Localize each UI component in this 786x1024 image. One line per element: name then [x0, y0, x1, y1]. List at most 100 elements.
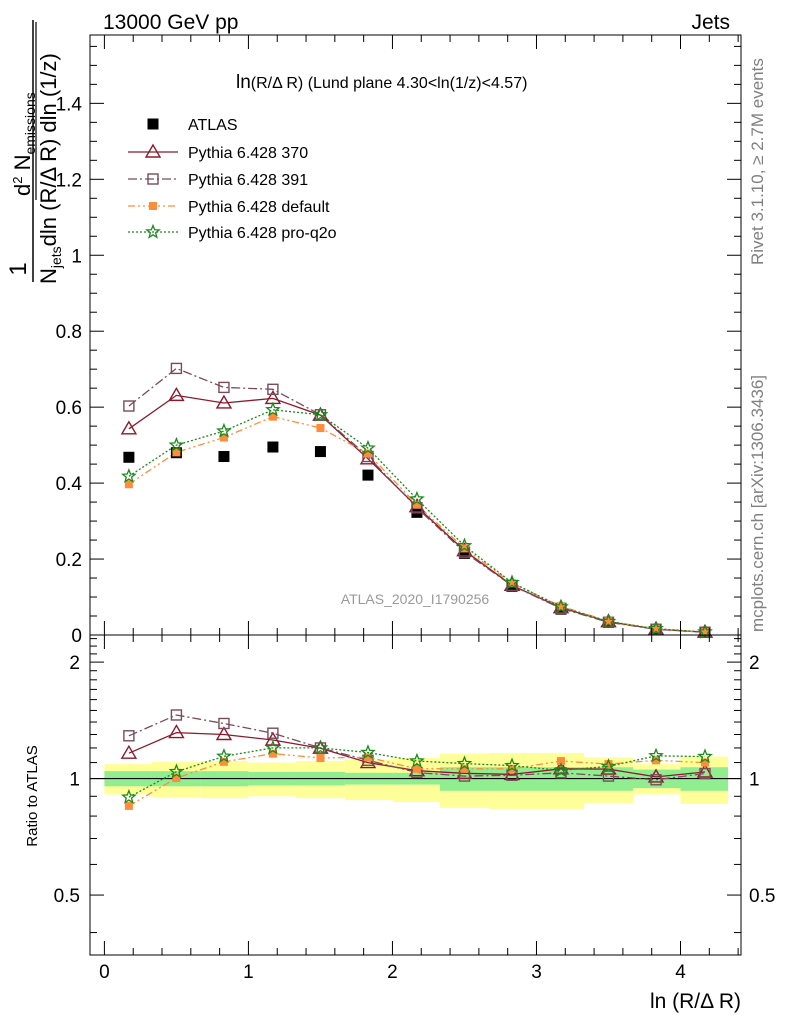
- xtick-label-3: 3: [531, 962, 542, 983]
- point-p391-1: [170, 362, 183, 375]
- ratio-point-pdef-10: [604, 760, 613, 769]
- ratio-point-pdef-11: [652, 756, 661, 765]
- point-pq2o-8: [504, 574, 520, 590]
- legend-marker-p370: [144, 143, 162, 158]
- ylabel-den-mid: dln (R/Δ R) dln (1/z): [36, 53, 61, 246]
- main-ytick-label-3: 0.6: [56, 398, 82, 419]
- ylabel-one: 1: [5, 262, 32, 275]
- point-atlas-7: [458, 547, 470, 559]
- xtick-label-4: 4: [675, 962, 686, 983]
- point-p391-0: [123, 400, 135, 412]
- legend-label-pdef: Pythia 6.428 default: [188, 199, 330, 216]
- legend-marker-atlas: [147, 118, 159, 130]
- ratio-point-pq2o-8: [504, 757, 520, 773]
- point-pq2o-6: [409, 490, 425, 506]
- ratio-point-p370-5: [359, 754, 377, 769]
- ratio-plot-area: 0.5 0.5 1 1 2 2 0 1 2 3 4: [54, 635, 775, 983]
- legend-marker-pq2o: [145, 223, 161, 239]
- point-pdef-5: [363, 449, 372, 458]
- point-atlas-0: [123, 451, 135, 463]
- ratio-point-pq2o-10: [600, 758, 617, 774]
- point-p370-5: [359, 450, 377, 465]
- point-p370-0: [120, 420, 138, 435]
- ratio-point-p370-0: [120, 744, 138, 759]
- point-pq2o-10: [600, 613, 617, 629]
- ratio-point-pdef-12: [700, 758, 709, 767]
- ylabel-jets-sub: jets: [48, 246, 64, 269]
- ratio-point-pq2o-9: [553, 762, 569, 778]
- point-p370-2: [215, 394, 233, 409]
- point-pq2o-5: [360, 439, 376, 455]
- ratio-point-p370-12: [696, 763, 714, 778]
- ratio-point-p391-3: [267, 727, 279, 739]
- point-p391-10: [602, 616, 615, 628]
- ratio-point-pq2o-11: [648, 747, 664, 763]
- legend-label-p391: Pythia 6.428 391: [188, 172, 308, 189]
- ratio-point-p370-3: [264, 731, 282, 746]
- ratio-ytick-label-left-2: 2: [69, 653, 80, 674]
- point-p391-3: [267, 383, 279, 396]
- main-ytick-label-2: 0.4: [56, 474, 83, 495]
- ratio-point-pdef-9: [556, 757, 565, 766]
- ratio-point-p370-11: [647, 768, 665, 783]
- main-ytick-label-7: 1.4: [56, 94, 83, 115]
- ratio-ytick-label-right-2: 2: [749, 653, 760, 674]
- main-y-axis-title: 1 Njetsdln (R/Δ R) dln (1/z) d2 Nemissio…: [5, 20, 64, 284]
- ratio-point-p391-0: [123, 730, 135, 742]
- ratio-point-pdef-6: [412, 764, 421, 773]
- point-pq2o-9: [553, 598, 569, 614]
- ratio-point-p391-12: [699, 767, 711, 780]
- ratio-point-pdef-7: [460, 764, 469, 773]
- ratio-point-pq2o-2: [216, 747, 232, 763]
- point-pq2o-3: [265, 401, 281, 417]
- ratio-point-pq2o-12: [697, 748, 713, 764]
- point-pdef-10: [604, 617, 613, 626]
- main-ytick-label-6: 1.2: [56, 170, 82, 191]
- ratio-point-p391-2: [218, 717, 230, 730]
- header-left: 13000 GeV pp: [103, 11, 238, 34]
- ratio-point-pq2o-3: [265, 739, 281, 755]
- ratio-ytick-label-right-1: 1: [749, 770, 760, 791]
- point-pq2o-1: [168, 436, 185, 452]
- main-title-small: (R/Δ R): [251, 75, 303, 92]
- point-pdef-9: [556, 602, 565, 611]
- ratio-ytick-label-left-0: 0.5: [54, 886, 80, 907]
- ylabel-nem: N: [10, 155, 35, 177]
- ylabel-numerator: d2 Nemissions: [10, 92, 38, 196]
- main-ytick-label-4: 0.8: [56, 322, 82, 343]
- point-p370-1: [168, 386, 185, 402]
- point-pq2o-7: [456, 537, 473, 553]
- point-p391-11: [650, 623, 662, 636]
- ratio-frame: [89, 634, 742, 956]
- ratio-point-p370-8: [503, 766, 521, 781]
- ratio-point-pdef-5: [363, 753, 372, 762]
- point-pdef-12: [700, 628, 709, 637]
- legend-marker-pdef: [149, 202, 157, 210]
- legend-marker-p391: [147, 173, 159, 185]
- main-plot-area: 0 0.2 0.4 0.6 0.8 1 1.2 1.4: [56, 35, 741, 647]
- xtick-label-1: 1: [243, 962, 254, 983]
- legend: ATLAS Pythia 6.428 370 Pythia 6.428 391 Pyt…: [128, 117, 337, 242]
- point-atlas-3: [267, 441, 279, 453]
- ratio-point-pq2o-6: [409, 752, 425, 768]
- ylabel-denominator: Njetsdln (R/Δ R) dln (1/z): [36, 53, 64, 284]
- xtick-label-2: 2: [387, 962, 398, 983]
- ratio-point-p391-1: [170, 709, 183, 721]
- point-pq2o-11: [648, 620, 664, 636]
- main-ytick-label-0: 0: [71, 626, 82, 647]
- legend-label-p370: Pythia 6.428 370: [188, 145, 308, 162]
- ratio-point-p370-1: [168, 724, 185, 739]
- ratio-point-p391-10: [602, 770, 615, 782]
- point-p391-2: [218, 381, 230, 394]
- ratio-point-pq2o-1: [168, 763, 185, 779]
- xtick-label-0: 0: [99, 962, 110, 983]
- point-pq2o-4: [312, 406, 329, 422]
- ratio-point-pdef-2: [219, 757, 228, 766]
- ylabel-sup2: 2: [10, 177, 25, 184]
- ratio-y-axis-title: Ratio to ATLAS: [24, 745, 41, 846]
- point-pdef-3: [268, 412, 277, 421]
- mcplots-label: mcplots.cern.ch [arXiv:1306.3436]: [748, 375, 767, 632]
- ratio-point-p391-11: [650, 774, 662, 786]
- ratio-ytick-label-left-1: 1: [69, 770, 80, 791]
- ylabel-em-sub: emissions: [22, 92, 38, 154]
